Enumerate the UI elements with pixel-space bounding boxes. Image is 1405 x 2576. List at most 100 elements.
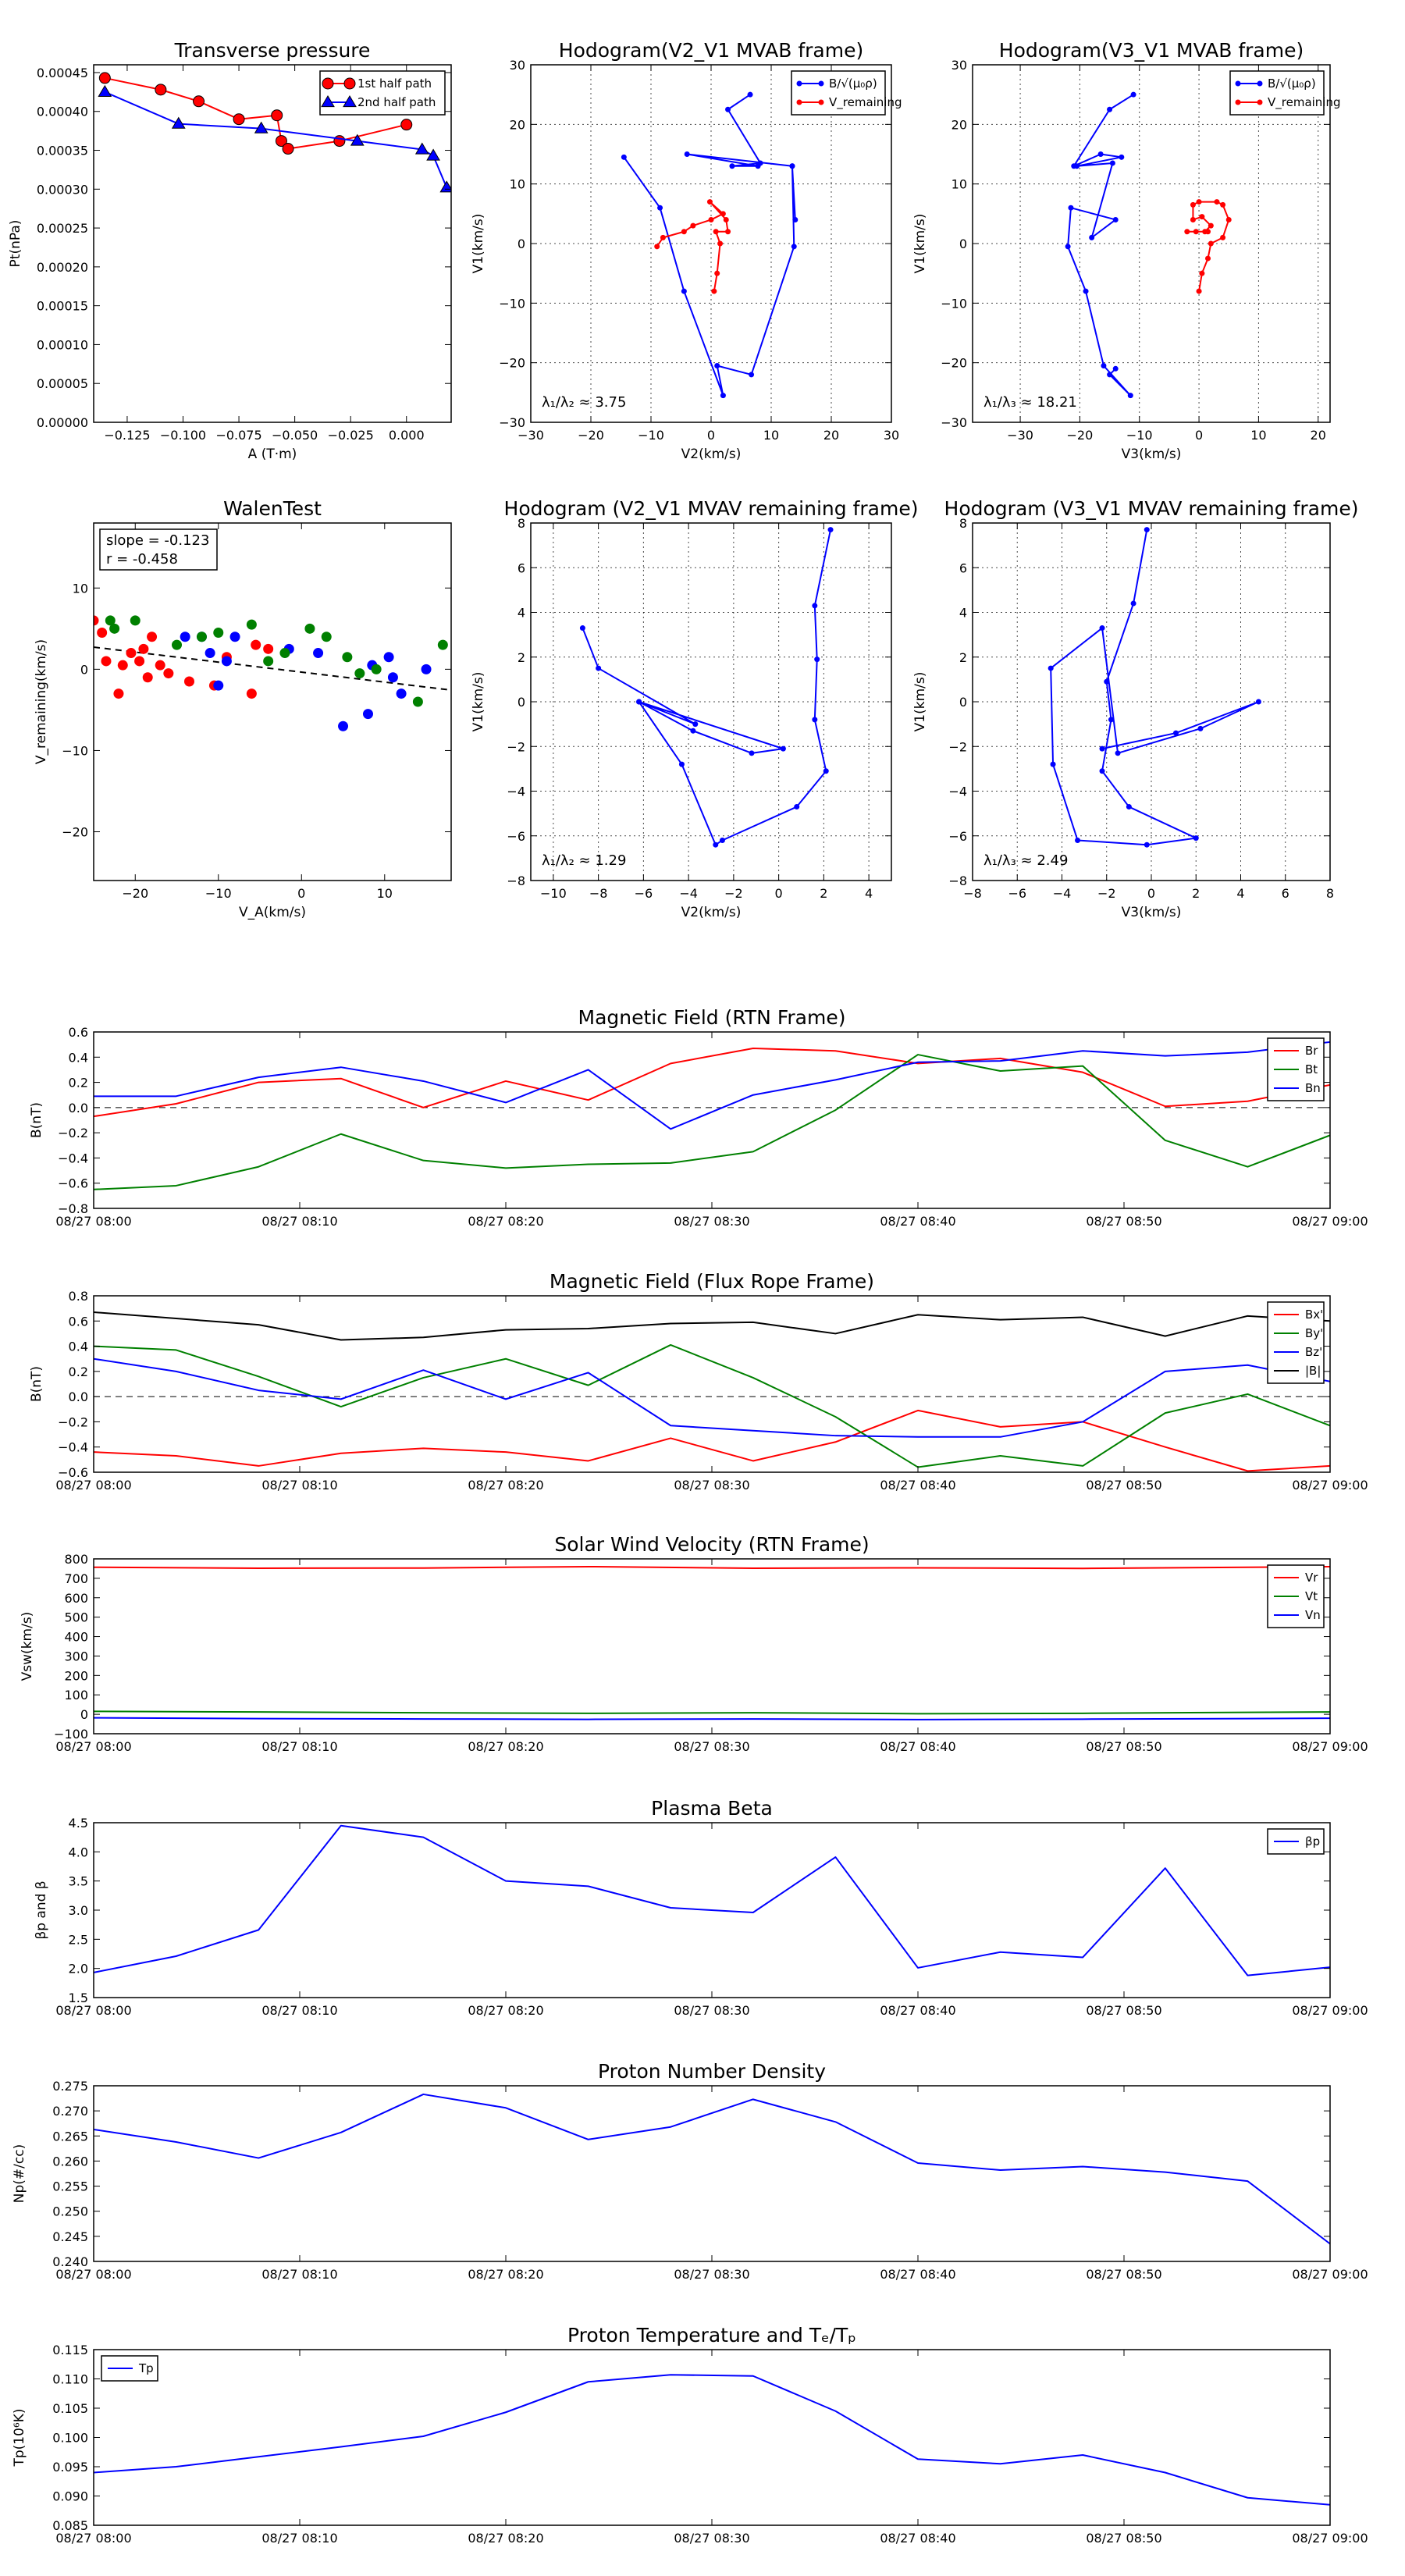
data-point — [725, 229, 731, 235]
data-point — [172, 639, 183, 650]
y-tick-label: 0.095 — [52, 2460, 88, 2475]
series-Vn — [94, 1717, 1330, 1720]
data-point — [213, 680, 224, 691]
y-tick-label: 0.115 — [52, 2343, 88, 2357]
x-tick-label: 08/27 08:40 — [880, 1478, 955, 1493]
legend-label: Tp — [138, 2361, 154, 2375]
y-tick-label: 0.100 — [52, 2431, 88, 2446]
legend-marker — [1257, 80, 1263, 87]
y-tick-label: 0.240 — [52, 2254, 88, 2269]
chart-title: Magnetic Field (Flux Rope Frame) — [550, 1270, 874, 1293]
data-point — [279, 648, 290, 659]
data-point — [812, 717, 818, 723]
series-Vt — [94, 1710, 1330, 1715]
x-tick-label: 08/27 08:20 — [468, 1478, 543, 1493]
x-tick-label: −20 — [122, 886, 148, 901]
data-point — [717, 240, 724, 247]
data-point — [1205, 255, 1211, 262]
legend-label: 1st half path — [357, 76, 432, 91]
legend-label: Bz' — [1305, 1345, 1322, 1359]
x-axis-label: V2(km/s) — [681, 447, 742, 462]
data-point — [1099, 745, 1105, 752]
data-point — [755, 163, 761, 169]
legend: βp — [1267, 1828, 1325, 1855]
x-tick-label: −10 — [638, 428, 664, 443]
y-tick-label: 3.5 — [69, 1874, 88, 1889]
legend: Tp — [101, 2355, 158, 2382]
chart-mag_fr: 08/27 08:00 08/27 08:10 08/27 08:20 08/27 0… — [29, 1270, 1368, 1493]
x-tick-label: 08/27 08:10 — [261, 2267, 337, 2282]
x-tick-label: 08/27 09:00 — [1292, 2267, 1368, 2282]
legend-label: βp — [1305, 1834, 1320, 1848]
data-point — [1184, 229, 1190, 235]
y-tick-label: 10 — [510, 177, 525, 192]
y-tick-label: −4 — [948, 785, 967, 799]
data-point — [1107, 106, 1113, 112]
y-tick-label: 20 — [951, 117, 967, 132]
y-tick-label: 1.5 — [69, 1991, 88, 2005]
x-tick-label: 0.000 — [389, 428, 425, 443]
data-point — [94, 615, 99, 626]
data-point — [333, 135, 346, 148]
y-tick-label: −0.4 — [58, 1151, 88, 1165]
x-axis-label: V2(km/s) — [681, 905, 742, 920]
series-line-B/√(μ₀ρ) — [1067, 94, 1134, 397]
y-tick-label: 0.00000 — [37, 415, 88, 430]
x-tick-label: 08/27 08:40 — [880, 1739, 955, 1754]
y-tick-label: 0.00005 — [37, 376, 88, 391]
data-point — [138, 643, 149, 654]
legend-marker — [818, 99, 824, 105]
data-point — [789, 163, 795, 169]
x-tick-label: −4 — [1053, 886, 1072, 901]
x-tick-label: 6 — [1282, 886, 1289, 901]
chart-title: Plasma Beta — [651, 1797, 773, 1820]
data-point — [1119, 154, 1125, 160]
data-point — [1104, 678, 1110, 685]
legend-marker — [1235, 99, 1241, 105]
y-tick-label: 0 — [518, 237, 525, 251]
series-Np — [94, 2093, 1330, 2245]
data-point — [275, 135, 287, 148]
data-point — [113, 688, 124, 699]
series-line-Bt — [94, 1054, 1330, 1190]
data-point — [1097, 151, 1104, 157]
y-tick-label: 300 — [64, 1649, 88, 1663]
legend-label: B/√(μ₀ρ) — [1268, 76, 1316, 91]
data-point — [1101, 362, 1107, 368]
data-point — [1112, 365, 1119, 372]
x-tick-label: 0 — [297, 886, 305, 901]
data-point — [713, 841, 719, 848]
y-tick-label: 400 — [64, 1630, 88, 1645]
chart-beta: 08/27 08:00 08/27 08:10 08/27 08:20 08/27 0… — [34, 1797, 1368, 2018]
data-point — [1196, 199, 1202, 205]
series-Vr — [94, 1565, 1330, 1570]
data-point — [1083, 288, 1089, 294]
chart-title: Hodogram(V3_V1 MVAB frame) — [999, 39, 1304, 62]
x-tick-label: −30 — [1007, 428, 1033, 443]
series-βp — [94, 1824, 1330, 1976]
data-point — [747, 91, 753, 98]
chart-tp: −0.125 −0.100 −0.075 −0.050 −0.025 0.000 0.000… — [8, 39, 452, 462]
x-tick-label: 08/27 08:10 — [261, 1214, 337, 1229]
data-point — [263, 643, 274, 654]
y-axis-label: V1(km/s) — [912, 672, 928, 732]
legend-box — [791, 70, 886, 116]
chart-tpr: 08/27 08:00 08/27 08:10 08/27 08:20 08/27 0… — [12, 2324, 1368, 2546]
data-point — [98, 84, 112, 97]
x-tick-label: 08/27 09:00 — [1292, 2003, 1368, 2018]
chart-title: Solar Wind Velocity (RTN Frame) — [554, 1533, 869, 1556]
x-tick-label: 08/27 08:10 — [261, 2531, 337, 2546]
x-tick-label: 08/27 08:20 — [468, 2531, 543, 2546]
legend-marker — [1257, 99, 1263, 105]
y-tick-label: 0.270 — [52, 2104, 88, 2119]
y-tick-label: 0 — [80, 1707, 88, 1722]
y-tick-label: −0.4 — [58, 1440, 88, 1455]
x-tick-label: −0.125 — [104, 428, 150, 443]
data-point — [636, 699, 642, 705]
y-tick-label: 0.8 — [69, 1289, 88, 1304]
legend: B/√(μ₀ρ) V_remaining — [791, 70, 902, 116]
series-line-Tp — [94, 2374, 1330, 2506]
data-point — [117, 660, 128, 671]
eigenvalue-ratio-annotation: λ₁/λ₃ ≈ 18.21 — [984, 394, 1077, 411]
x-tick-label: 08/27 08:30 — [674, 2531, 749, 2546]
